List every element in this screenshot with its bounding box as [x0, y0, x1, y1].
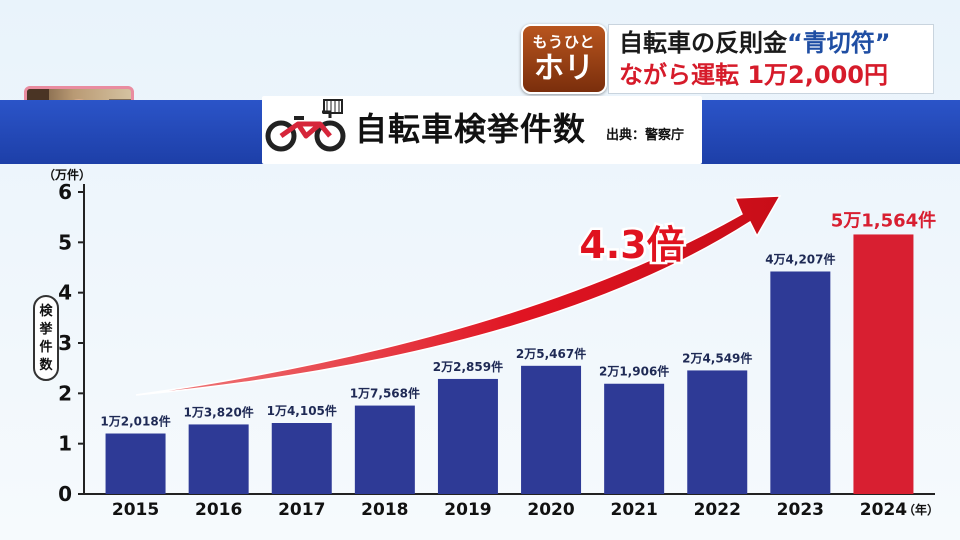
- bar-2022: [687, 370, 748, 494]
- headline-line2: ながら運転 1万2,000円: [619, 61, 888, 89]
- bicycle-icon: [265, 99, 346, 152]
- bar-2017: [271, 423, 332, 494]
- show-logo-line2: ホリ: [534, 51, 594, 86]
- bar-2019: [437, 378, 498, 494]
- y-tick-label: 3: [58, 331, 72, 355]
- headline-line1-emph: “青切符”: [787, 29, 891, 57]
- data-label-2021: 2万1,906件: [599, 364, 669, 379]
- x-tick-label: 2015: [112, 500, 159, 520]
- data-label-2015: 1万2,018件: [100, 414, 170, 429]
- multiplier-label: 4.3倍: [579, 223, 684, 267]
- bar-2018: [354, 405, 415, 494]
- data-label-2016: 1万3,820件: [183, 404, 253, 419]
- x-tick-label: 2020: [527, 500, 574, 520]
- y-axis-label: 検挙件数: [33, 295, 59, 381]
- headline-line1: 自転車の反則金“青切符”: [619, 27, 923, 59]
- x-tick-label: 2022: [694, 500, 741, 520]
- chart-title: 自転車検挙件数: [355, 110, 587, 148]
- y-tick-label: 4: [58, 281, 72, 305]
- bar-2021: [604, 383, 665, 494]
- data-label-2022: 2万4,549件: [682, 350, 752, 365]
- show-logo-line1: もうひと: [532, 33, 596, 51]
- bar-2015: [105, 433, 166, 494]
- y-tick-label: 1: [58, 432, 72, 456]
- x-tick-label: 2016: [195, 500, 242, 520]
- headline-line1-prefix: 自転車の反則金: [619, 29, 787, 57]
- chart-source: 出典：警察庁: [606, 128, 685, 143]
- y-tick-label: 2: [58, 381, 72, 405]
- growth-arrow: [135, 195, 782, 396]
- data-label-2024: 5万1,564件: [831, 209, 936, 231]
- x-tick-label: 2019: [444, 500, 491, 520]
- x-unit-label: （年）: [903, 503, 940, 517]
- data-label-2019: 2万2,859件: [433, 359, 503, 374]
- headline-box: 自転車の反則金“青切符” ながら運転 1万2,000円: [608, 24, 934, 94]
- bar-2024: [853, 234, 914, 495]
- y-tick-label: 6: [58, 180, 72, 204]
- data-label-2020: 2万5,467件: [516, 346, 586, 361]
- data-label-2017: 1万4,105件: [267, 403, 337, 418]
- y-tick-label: 5: [58, 230, 72, 254]
- y-tick-label: 0: [58, 482, 72, 506]
- show-logo: もうひと ホリ: [521, 24, 607, 94]
- x-tick-label: 2017: [278, 500, 325, 520]
- x-tick-label: 2023: [777, 500, 824, 520]
- data-label-2023: 4万4,207件: [765, 251, 835, 266]
- x-tick-label: 2021: [610, 500, 657, 520]
- bar-2016: [188, 424, 249, 494]
- x-tick-label: 2018: [361, 500, 408, 520]
- bar-2023: [770, 271, 831, 494]
- bar-2020: [521, 365, 582, 494]
- data-label-2018: 1万7,568件: [350, 386, 420, 401]
- y-unit-label: （万件）: [43, 168, 92, 182]
- x-tick-label: 2024: [860, 500, 907, 520]
